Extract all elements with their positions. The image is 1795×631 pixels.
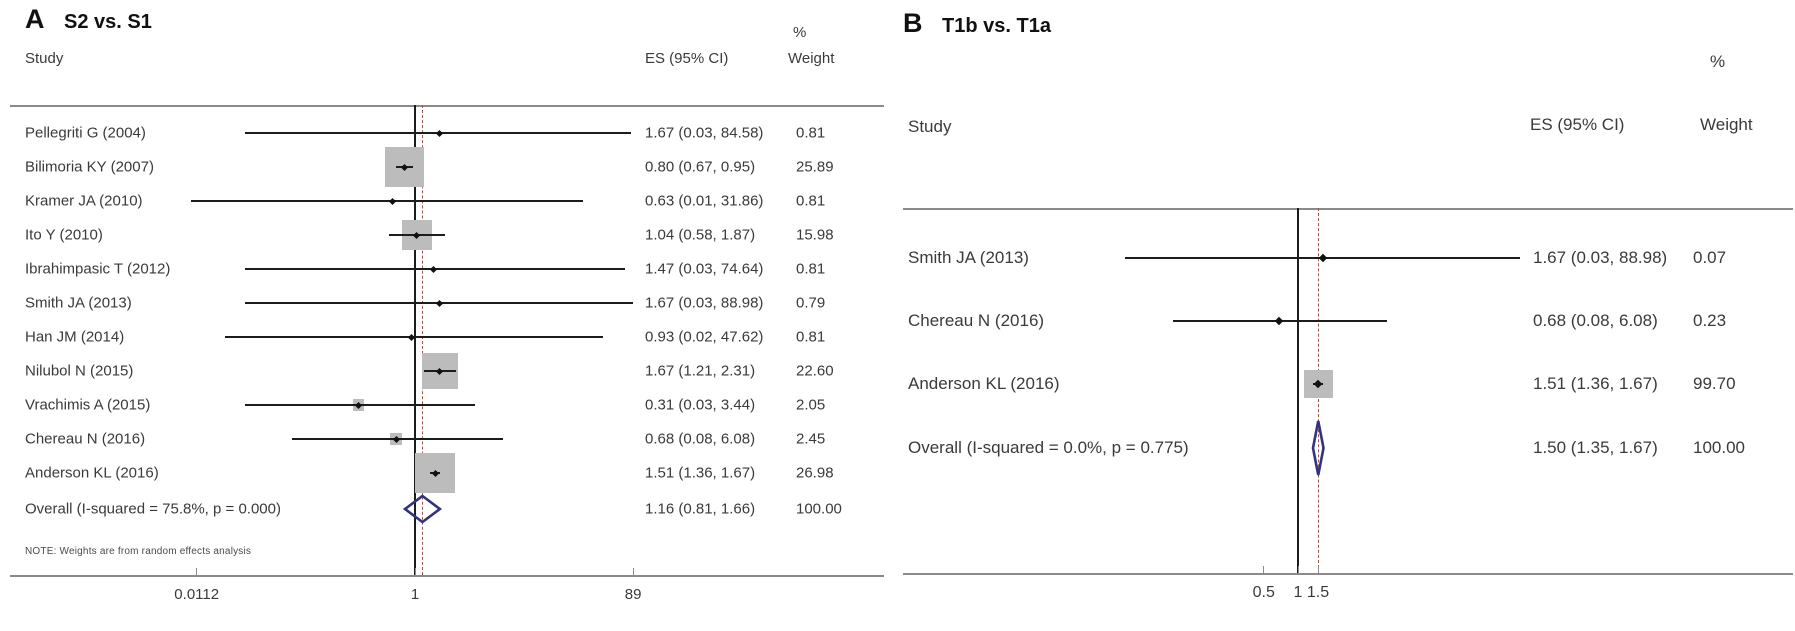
weight-value: 0.79 [796,294,826,312]
panel-a-study-column-header: Study [25,50,64,67]
panel-a-letter: A [25,4,45,34]
ref-line [1297,208,1299,573]
effect-marker [1319,253,1328,263]
axis-tick-label: 0.5 [1252,584,1275,601]
header-rule [10,105,884,107]
panel-b-weight-column-header: Weight [1700,115,1753,134]
axis-tick-label: 1 [410,586,420,603]
es-value: 1.16 (0.81, 1.66) [645,500,756,518]
es-value: 1.51 (1.36, 1.67) [645,464,756,482]
panel-b-title: T1b vs. T1a [942,15,1051,37]
es-value: 1.04 (0.58, 1.87) [645,226,756,244]
weight-value: 2.05 [796,396,826,414]
axis-tick-label: 1.5 [1306,584,1330,601]
overall-label: Overall (I-squared = 75.8%, p = 0.000) [25,500,281,518]
panel-b-letter: B [903,8,923,38]
weight-value: 22.60 [796,362,834,380]
panel-b-study-column-header: Study [908,117,952,136]
weight-value: 0.81 [796,260,826,278]
panel-a-es-column-header: ES (95% CI) [645,50,729,67]
axis-tick-label: 1 [1293,584,1303,601]
overall-label: Overall (I-squared = 0.0%, p = 0.775) [908,438,1189,457]
study-label: Han JM (2014) [25,328,125,346]
weight-value: 100.00 [796,500,842,518]
axis-tick-label: 0.0112 [174,586,220,603]
study-label: Ibrahimpasic T (2012) [25,260,171,278]
es-value: 1.67 (0.03, 88.98) [1533,248,1668,267]
panel-b-es-column-header: ES (95% CI) [1530,115,1625,134]
weight-value: 100.00 [1693,438,1745,457]
es-value: 1.67 (1.21, 2.31) [645,362,756,380]
panel-a-percent-column-header: % [793,24,807,41]
weight-value: 15.98 [796,226,834,244]
axis-tick [632,568,634,575]
weight-value: 99.70 [1693,374,1736,393]
weight-value: 26.98 [796,464,834,482]
weight-value: 25.89 [796,158,834,176]
study-label: Pellegriti G (2004) [25,124,146,142]
effect-marker [1274,316,1284,326]
study-label: Anderson KL (2016) [908,374,1060,393]
study-label: Nilubol N (2015) [25,362,134,380]
axis-tick [414,568,416,575]
study-label: Bilimoria KY (2007) [25,158,154,176]
study-label: Chereau N (2016) [25,430,146,448]
es-value: 1.67 (0.03, 88.98) [645,294,764,312]
study-label: Vrachimis A (2015) [25,396,151,414]
es-value: 0.80 (0.67, 0.95) [645,158,756,176]
weight-value: 0.81 [796,328,826,346]
es-value: 0.93 (0.02, 47.62) [645,328,764,346]
weight-value: 0.81 [796,192,826,210]
axis-tick [1297,566,1299,573]
ref-line [414,105,416,575]
es-value: 1.47 (0.03, 74.64) [645,260,764,278]
weight-value: 2.45 [796,430,826,448]
study-label: Anderson KL (2016) [25,464,159,482]
study-label: Ito Y (2010) [25,226,103,244]
panel-a-random-effects-note: NOTE: Weights are from random effects an… [25,546,252,557]
axis-line [10,575,884,577]
weight-value: 0.23 [1693,311,1727,330]
axis-line [903,573,1793,575]
axis-tick-label: 89 [624,586,642,603]
overall-dashed-line [421,105,423,575]
study-label: Smith JA (2013) [908,248,1029,267]
panel-a-weight-column-header: Weight [788,50,835,67]
ci-line [191,200,584,202]
weight-value: 0.07 [1693,248,1727,267]
es-value: 0.63 (0.01, 31.86) [645,192,764,210]
header-rule [903,208,1793,210]
weight-value: 0.81 [796,124,826,142]
panel-a-title: S2 vs. S1 [64,11,152,33]
es-value: 1.67 (0.03, 84.58) [645,124,764,142]
axis-tick [1317,566,1319,573]
axis-tick [1263,566,1265,573]
es-value: 0.68 (0.08, 6.08) [1533,311,1658,330]
es-value: 0.31 (0.03, 3.44) [645,396,756,414]
study-label: Smith JA (2013) [25,294,132,312]
es-value: 0.68 (0.08, 6.08) [645,430,756,448]
study-label: Chereau N (2016) [908,311,1045,330]
es-value: 1.50 (1.35, 1.67) [1533,438,1658,457]
axis-tick [196,568,198,575]
study-label: Kramer JA (2010) [25,192,143,210]
overall-diamond [1311,420,1325,476]
es-value: 1.51 (1.36, 1.67) [1533,374,1658,393]
overall-diamond [402,494,442,524]
panel-b-percent-column-header: % [1710,52,1726,71]
